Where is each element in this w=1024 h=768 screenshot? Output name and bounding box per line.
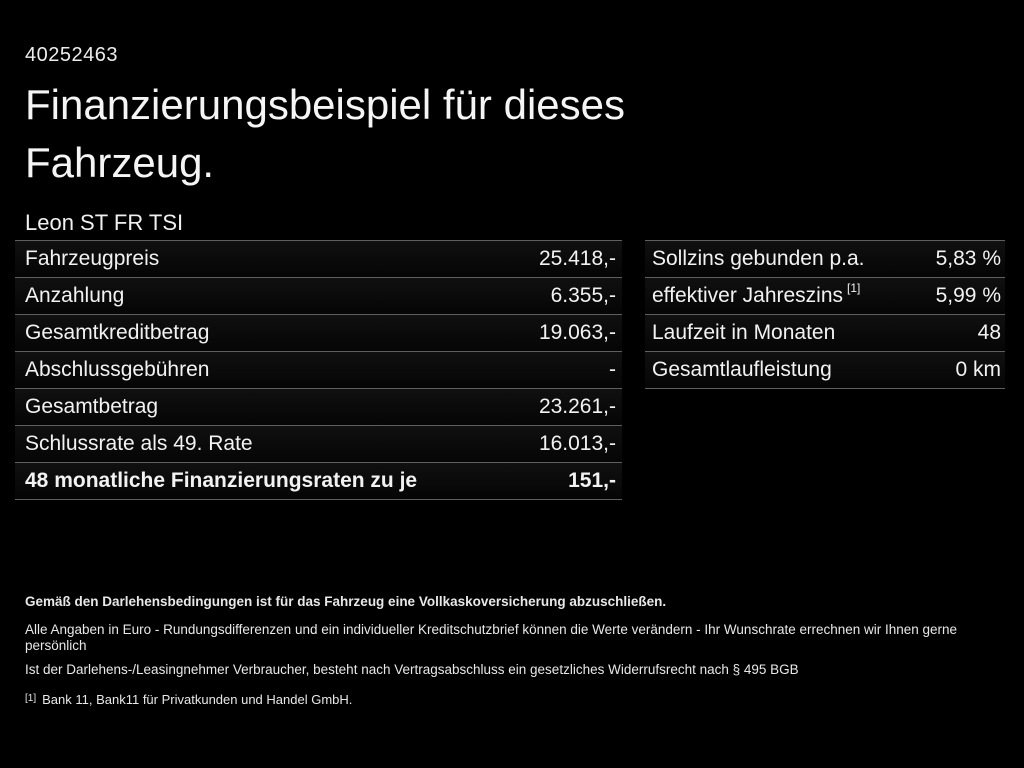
disclaimer-line-2: Ist der Darlehens-/Leasingnehmer Verbrau… [25, 662, 799, 677]
finance-table-row: Abschlussgebühren - [15, 352, 622, 389]
condition-row-value: 5,99 % [935, 284, 1001, 307]
bank-footnote-marker: [1] [25, 693, 37, 704]
page-title: Finanzierungsbeispiel für dieses Fahrzeu… [25, 81, 625, 186]
condition-row-label: Sollzins gebunden p.a. [652, 247, 865, 270]
finance-table-row: Anzahlung 6.355,- [15, 278, 622, 315]
condition-row-label: Laufzeit in Monaten [652, 321, 836, 344]
finance-row-label: Abschlussgebühren [25, 358, 210, 381]
finance-table-row: 48 monatliche Finanzierungsraten zu je 1… [15, 463, 622, 500]
finance-row-value: 6.355,- [550, 284, 616, 307]
finance-row-value: - [609, 358, 616, 381]
conditions-table: Sollzins gebunden p.a. 5,83 % effektiver… [645, 240, 1005, 389]
finance-table-row: Gesamtbetrag 23.261,- [15, 389, 622, 426]
condition-row-label: Gesamtlaufleistung [652, 358, 832, 381]
finance-row-value: 25.418,- [538, 247, 616, 270]
finance-row-label: 48 monatliche Finanzierungsraten zu je [25, 469, 418, 492]
finance-row-label: Gesamtbetrag [25, 395, 159, 418]
finance-table-row: Fahrzeugpreis 25.418,- [15, 241, 622, 278]
conditions-table-row: Sollzins gebunden p.a. 5,83 % [645, 241, 1005, 278]
condition-row-value: 0 km [955, 358, 1001, 381]
insurance-note: Gemäß den Darlehensbedingungen ist für d… [25, 594, 667, 609]
finance-row-label: Fahrzeugpreis [25, 247, 160, 270]
conditions-table-row: Laufzeit in Monaten 48 [645, 315, 1005, 352]
vehicle-name: Leon ST FR TSI [25, 210, 184, 235]
bank-footnote: [1] Bank 11, Bank11 für Privatkunden und … [25, 692, 1004, 710]
conditions-table-row: Gesamtlaufleistung 0 km [645, 352, 1005, 389]
finance-row-value: 16.013,- [538, 432, 616, 455]
footnote-superscript: [1] [847, 281, 861, 295]
finance-row-value: 19.063,- [538, 321, 616, 344]
finance-row-label: Anzahlung [25, 284, 125, 307]
finance-table: Fahrzeugpreis 25.418,- Anzahlung 6.355,-… [15, 240, 622, 500]
conditions-table-row: effektiver Jahreszins [1] 5,99 % [645, 278, 1005, 315]
condition-row-label: effektiver Jahreszins [1] [652, 281, 861, 307]
finance-row-value: 23.261,- [538, 395, 616, 418]
finance-table-row: Schlussrate als 49. Rate 16.013,- [15, 426, 622, 463]
finance-row-label: Gesamtkreditbetrag [25, 321, 210, 344]
disclaimer-line-1: Alle Angaben in Euro - Rundungsdifferenz… [25, 622, 958, 653]
finance-row-value: 151,- [568, 469, 616, 492]
footnotes-section: Gemäß den Darlehensbedingungen ist für d… [25, 594, 1004, 710]
bank-footnote-text: Bank 11, Bank11 für Privatkunden und Han… [42, 692, 353, 707]
finance-row-label: Schlussrate als 49. Rate [25, 432, 253, 455]
finance-table-row: Gesamtkreditbetrag 19.063,- [15, 315, 622, 352]
condition-row-value: 48 [977, 321, 1001, 344]
condition-row-value: 5,83 % [935, 247, 1001, 270]
vehicle-id: 40252463 [25, 44, 118, 66]
